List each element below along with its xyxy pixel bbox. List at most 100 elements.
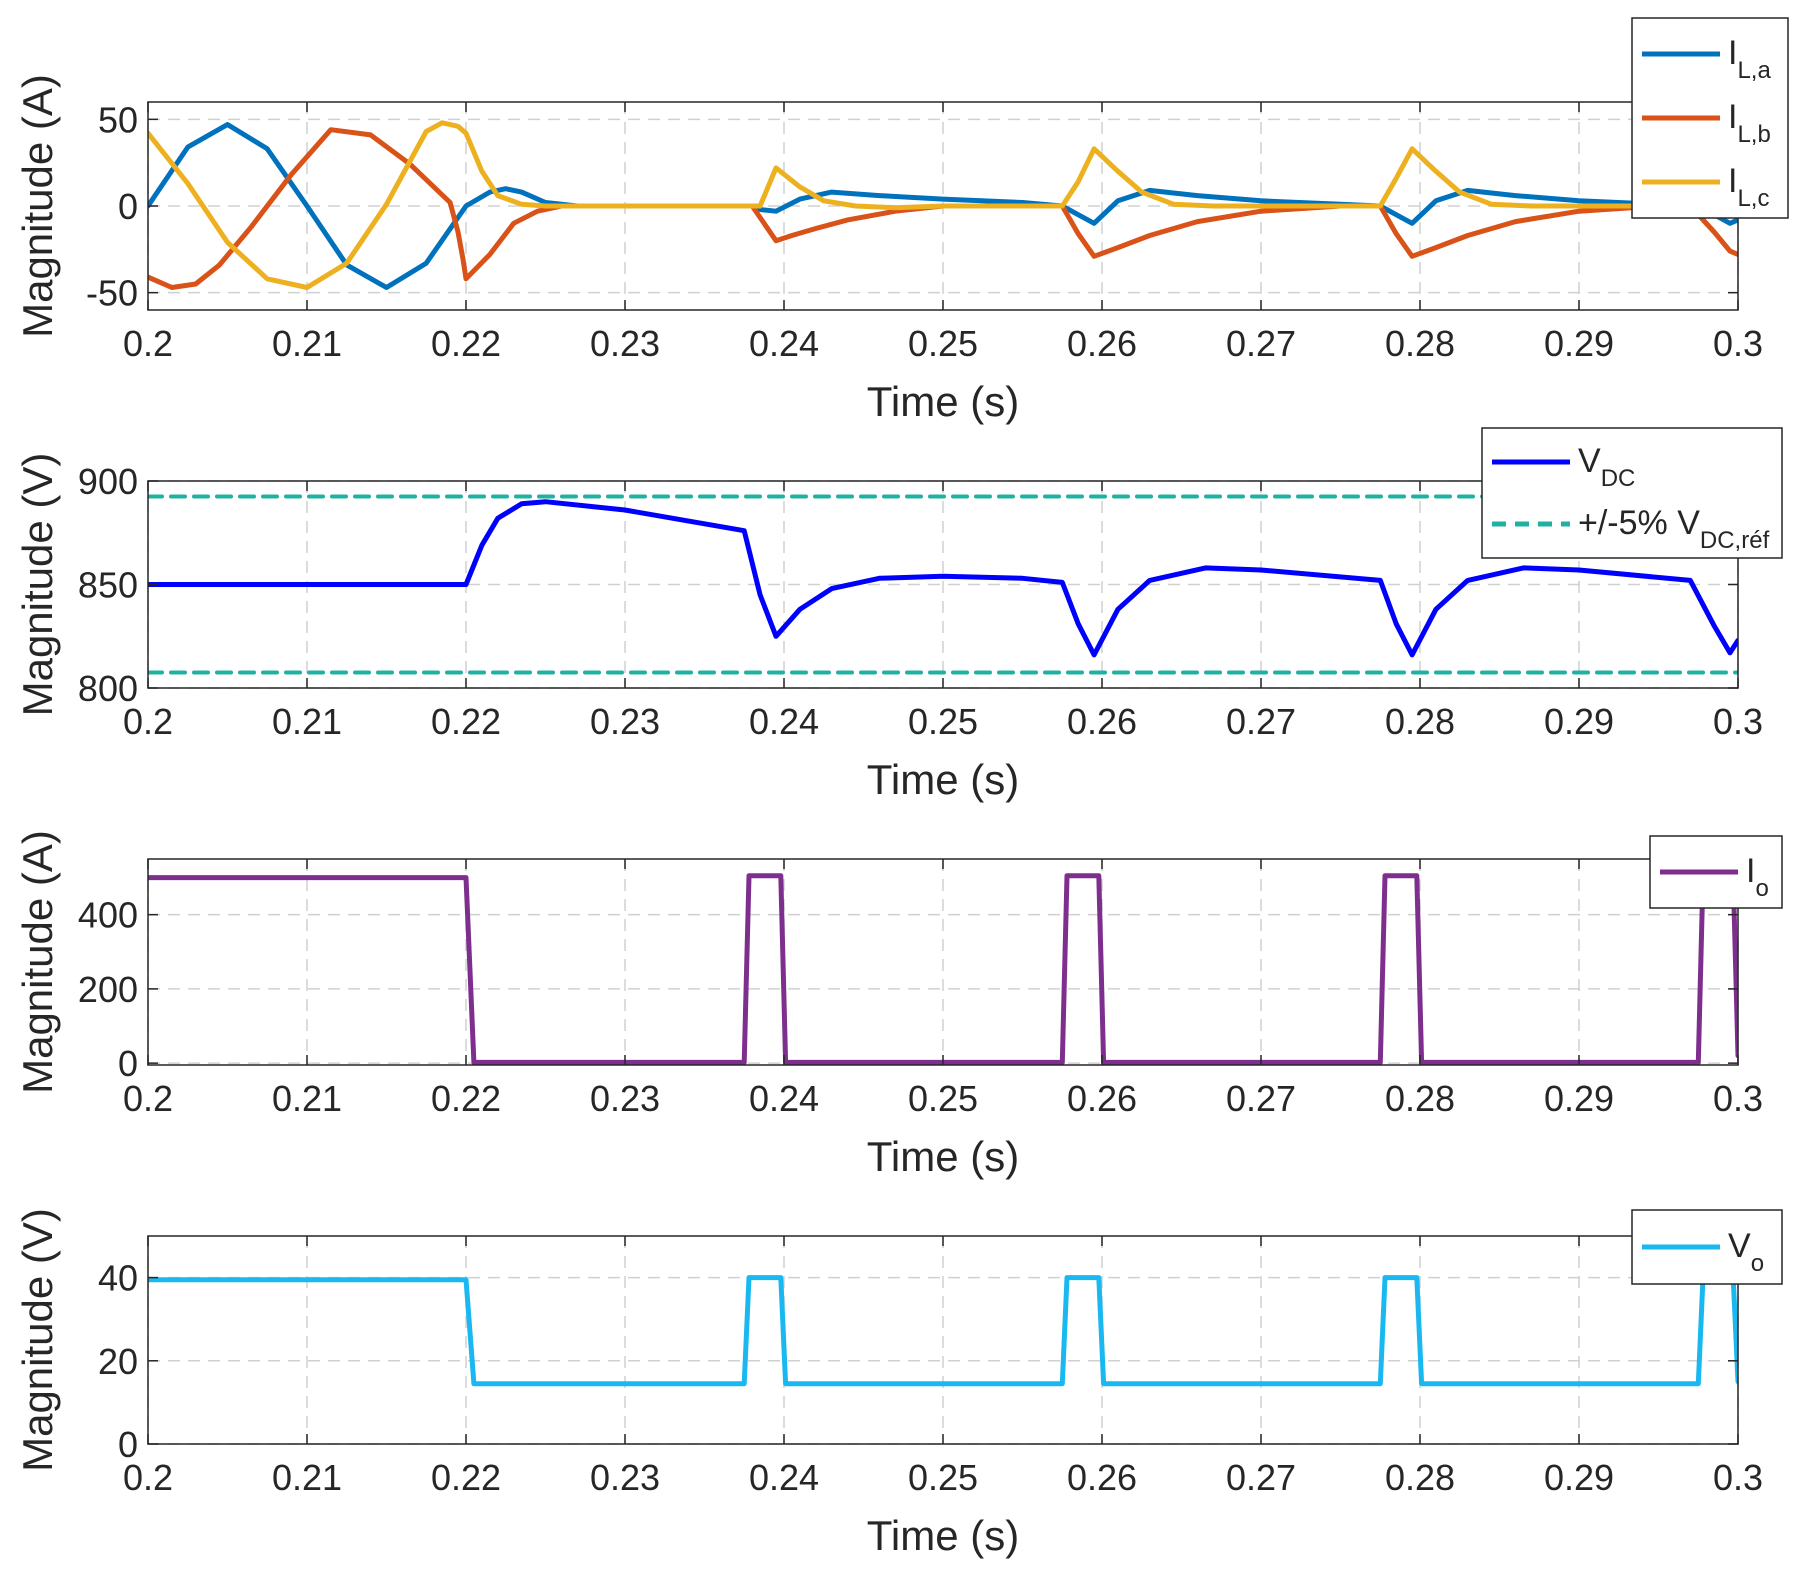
legend-label-sub: L,b [1737,121,1770,148]
x-tick-label: 0.27 [1226,1457,1296,1498]
legend-label: IL,a [1728,34,1771,84]
legend-label-sub: DC,réf [1700,527,1770,554]
x-tick-label: 0.25 [908,1078,978,1119]
x-axis-label: Time (s) [867,378,1019,425]
y-tick-label: 50 [98,99,138,140]
x-tick-label: 0.21 [272,1457,342,1498]
y-tick-label: 800 [78,668,138,709]
panel-1: 0.2 0.21 0.22 0.23 0.24 0.25 0.26 0.27 0.28 0.29 0… [14,74,1763,425]
series-group [148,873,1738,1065]
x-tick-label: 0.25 [908,1457,978,1498]
y-axis-label: Magnitude (A) [14,74,61,338]
series-group [148,1275,1738,1387]
y-tick-label: 400 [78,895,138,936]
x-tick-label: 0.22 [431,1078,501,1119]
series-line-3 [148,120,1738,290]
series-line-1 [148,1275,1738,1387]
x-tick-label: 0.28 [1385,701,1455,742]
y-axis-label: Magnitude (A) [14,830,61,1094]
y-tick-label: 0 [118,1424,138,1465]
x-axis-label: Time (s) [867,1512,1019,1559]
x-tick-label: 0.3 [1713,323,1763,364]
x-tick-label: 0.23 [590,323,660,364]
x-tick-label: 0.21 [272,1078,342,1119]
legend-label-main: I [1728,98,1737,136]
y-tick-label: 900 [78,461,138,502]
x-tick-label: 0.2 [123,701,173,742]
x-tick-label: 0.23 [590,701,660,742]
series-line-2 [148,127,1738,290]
legend-label: Io [1746,852,1769,902]
x-tick-label: 0.21 [272,701,342,742]
y-tick-label: 850 [78,565,138,606]
x-tick-label: 0.23 [590,1457,660,1498]
legend-label: Vo [1728,1227,1764,1277]
y-axis-label: Magnitude (V) [14,453,61,717]
legend-label-main: I [1728,162,1737,200]
x-tick-label: 0.2 [123,1078,173,1119]
y-tick-label: 20 [98,1341,138,1382]
x-tick-label: 0.23 [590,1078,660,1119]
legend-label-main: I [1728,34,1737,72]
legend-label-sub: o [1755,875,1768,902]
legend-label-sub: L,c [1737,185,1769,212]
x-tick-label: 0.22 [431,701,501,742]
x-tick-label: 0.25 [908,701,978,742]
x-tick-label: 0.27 [1226,1078,1296,1119]
x-tick-label: 0.29 [1544,323,1614,364]
series-group [148,494,1738,675]
x-tick-label: 0.22 [431,1457,501,1498]
x-tick-label: 0.24 [749,1457,819,1498]
x-tick-label: 0.2 [123,323,173,364]
x-tick-label: 0.25 [908,323,978,364]
x-axis-label: Time (s) [867,1133,1019,1180]
legend: VDC +/-5% VDC,réf [1481,427,1783,559]
x-tick-label: 0.29 [1544,701,1614,742]
x-tick-label: 0.26 [1067,1078,1137,1119]
legend-box [1481,427,1783,559]
legend-label: IL,b [1728,98,1771,148]
y-tick-label: 40 [98,1258,138,1299]
x-tick-label: 0.28 [1385,323,1455,364]
legend-label-sub: o [1751,1250,1764,1277]
series-group [148,120,1738,290]
panel-4: 0.2 0.21 0.22 0.23 0.24 0.25 0.26 0.27 0.28 0.29 0… [14,1208,1763,1559]
panel-2: 0.2 0.21 0.22 0.23 0.24 0.25 0.26 0.27 0.28 0.29 0… [14,453,1763,803]
panel-3: 0.2 0.21 0.22 0.23 0.24 0.25 0.26 0.27 0.28 0.29 0… [14,830,1763,1180]
legend-label-main: V [1728,1227,1751,1265]
x-tick-label: 0.21 [272,323,342,364]
legend-label: VDC [1578,442,1635,492]
x-tick-label: 0.27 [1226,701,1296,742]
x-tick-label: 0.24 [749,701,819,742]
x-tick-label: 0.28 [1385,1078,1455,1119]
legend-label-sub: DC [1601,465,1636,492]
x-tick-label: 0.28 [1385,1457,1455,1498]
legend-label-sub: L,a [1737,57,1771,84]
x-tick-label: 0.29 [1544,1078,1614,1119]
x-tick-label: 0.27 [1226,323,1296,364]
x-tick-label: 0.22 [431,323,501,364]
x-tick-label: 0.26 [1067,701,1137,742]
x-tick-label: 0.3 [1713,1078,1763,1119]
x-tick-label: 0.24 [749,1078,819,1119]
legend-label: IL,c [1728,162,1769,212]
legend-label: +/-5% VDC,réf [1578,504,1770,554]
x-axis-label: Time (s) [867,756,1019,803]
x-tick-label: 0.26 [1067,323,1137,364]
legend-label-main: +/-5% V [1578,504,1700,542]
legend-label-main: I [1746,852,1755,890]
x-tick-label: 0.24 [749,323,819,364]
legend-label-main: V [1578,442,1601,480]
x-tick-label: 0.29 [1544,1457,1614,1498]
y-tick-label: 0 [118,186,138,227]
y-tick-label: 0 [118,1043,138,1084]
legend: Io [1649,835,1783,909]
series-line-1 [148,873,1738,1065]
y-tick-label: 200 [78,969,138,1010]
legend: Vo [1631,1209,1783,1285]
legend: IL,aIL,bIL,c [1631,17,1789,219]
y-tick-label: -50 [86,273,138,314]
x-tick-label: 0.2 [123,1457,173,1498]
series-line-1 [148,499,1738,658]
